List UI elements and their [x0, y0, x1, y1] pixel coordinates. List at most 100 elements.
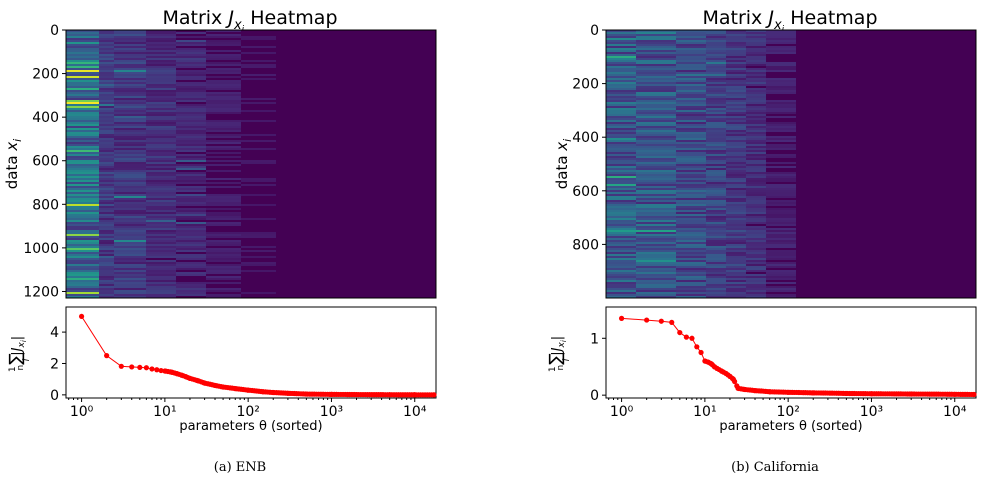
- heatmap-cell: [66, 252, 99, 254]
- heatmap-cell: [99, 222, 114, 224]
- heatmap-cell: [636, 32, 676, 34]
- heatmap-cell: [99, 42, 114, 44]
- heatmap-cell: [636, 202, 676, 204]
- heatmap-cell: [676, 74, 706, 76]
- heatmap-cell: [146, 234, 176, 236]
- line-xlabel: parameters θ (sorted): [719, 419, 862, 434]
- heatmap-cell: [114, 284, 146, 286]
- heatmap-cell: [746, 38, 766, 40]
- heatmap-cell: [99, 102, 114, 104]
- heatmap-cell: [66, 200, 99, 202]
- heatmap-cell: [636, 286, 676, 288]
- heatmap-cell: [176, 172, 206, 174]
- heatmap-cell: [146, 204, 176, 206]
- heatmap-cell: [176, 86, 206, 88]
- heatmap-cell: [114, 244, 146, 246]
- heatmap-cell: [66, 178, 99, 180]
- heatmap-cell: [676, 236, 706, 238]
- heatmap-cell: [766, 256, 796, 258]
- heatmap-cell: [176, 138, 206, 140]
- heatmap-cell: [746, 94, 766, 96]
- heatmap-cell: [726, 224, 746, 226]
- heatmap-cell: [706, 224, 726, 226]
- heatmap-cell: [676, 122, 706, 124]
- heatmap-cell: [114, 216, 146, 218]
- heatmap-cell: [206, 128, 241, 130]
- heatmap-cell: [706, 102, 726, 104]
- heatmap-cell: [726, 112, 746, 114]
- heatmap-cell: [766, 100, 796, 102]
- heatmap-cell: [606, 272, 636, 274]
- heatmap-cell: [146, 128, 176, 130]
- heatmap-cell: [676, 80, 706, 82]
- heatmap-cell: [241, 292, 276, 294]
- heatmap-cell: [114, 210, 146, 212]
- heatmap-cell: [206, 264, 241, 266]
- heatmap-cell: [606, 128, 636, 130]
- heatmap-cell: [176, 160, 206, 162]
- heatmap-cell: [606, 184, 636, 186]
- heatmap-cell: [676, 152, 706, 154]
- heatmap-cell: [726, 258, 746, 260]
- heatmap-cell: [146, 184, 176, 186]
- heatmap-cell: [114, 280, 146, 282]
- heatmap-cell: [206, 98, 241, 100]
- heatmap-cell: [606, 70, 636, 72]
- heatmap-cell: [241, 194, 276, 196]
- heatmap-cell: [114, 190, 146, 192]
- heatmap-cell: [636, 86, 676, 88]
- heatmap-cell: [766, 110, 796, 112]
- heatmap-cell: [606, 264, 636, 266]
- heatmap-cell: [636, 84, 676, 86]
- heatmap-cell: [206, 92, 241, 94]
- heatmap-cell: [606, 168, 636, 170]
- heatmap-cell: [746, 32, 766, 34]
- line-point: [677, 329, 683, 336]
- heatmap-cell: [114, 194, 146, 196]
- heatmap-cell: [146, 214, 176, 216]
- heatmap-cell: [146, 260, 176, 262]
- heatmap-cell: [636, 140, 676, 142]
- heatmap-cell: [636, 228, 676, 230]
- heatmap-cell: [99, 84, 114, 86]
- heatmap-cell: [66, 218, 99, 220]
- heatmap-cell: [176, 62, 206, 64]
- heatmap-cell: [676, 44, 706, 46]
- heatmap-cell: [99, 134, 114, 136]
- heatmap-cell: [636, 34, 676, 36]
- heatmap-cell: [114, 150, 146, 152]
- heatmap-cell: [766, 210, 796, 212]
- heatmap-cell: [66, 126, 99, 128]
- heatmap-cell: [636, 102, 676, 104]
- heatmap-cell: [241, 46, 276, 48]
- heatmap-cell: [706, 262, 726, 264]
- heatmap-cell: [706, 286, 726, 288]
- heatmap-cell: [746, 258, 766, 260]
- heatmap-cell: [746, 158, 766, 160]
- heatmap-cell: [176, 196, 206, 198]
- heatmap-cell: [726, 122, 746, 124]
- heatmap-cell: [706, 226, 726, 228]
- heatmap-cell: [636, 284, 676, 286]
- heatmap-cell: [676, 68, 706, 70]
- heatmap-cell: [726, 50, 746, 52]
- heatmap-cell: [176, 178, 206, 180]
- heatmap-cell: [676, 240, 706, 242]
- heatmap-cell: [146, 120, 176, 122]
- heatmap-cell: [766, 88, 796, 90]
- heatmap-cell: [114, 70, 146, 72]
- heatmap-cell: [676, 238, 706, 240]
- heatmap-cell: [766, 144, 796, 146]
- heatmap-cell: [726, 190, 746, 192]
- heatmap-cell: [99, 248, 114, 250]
- heatmap-cell: [676, 100, 706, 102]
- heatmap-cell: [726, 78, 746, 80]
- heatmap-cell: [99, 150, 114, 152]
- heatmap-cell: [146, 236, 176, 238]
- heatmap-cell: [766, 270, 796, 272]
- heatmap-cell: [746, 214, 766, 216]
- heatmap-cell: [726, 68, 746, 70]
- heatmap-cell: [176, 132, 206, 134]
- heatmap-cell: [206, 126, 241, 128]
- heatmap-cell: [676, 188, 706, 190]
